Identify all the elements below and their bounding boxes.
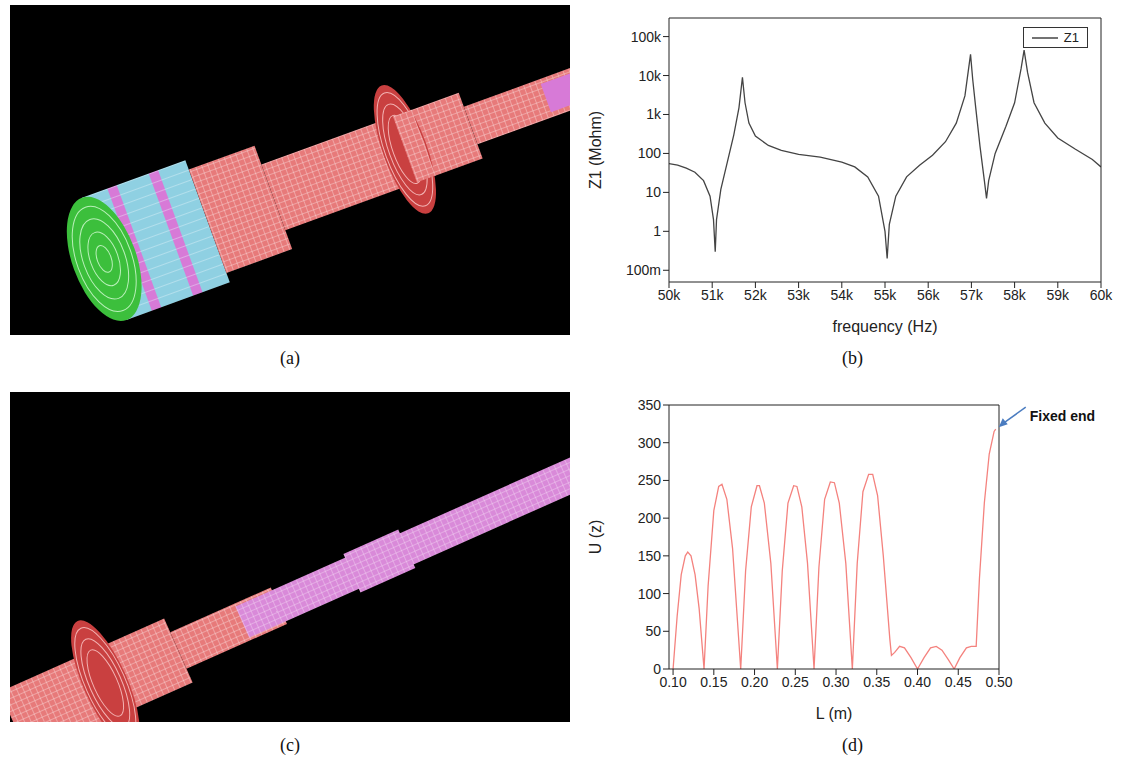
svg-text:10k: 10k [638, 68, 662, 84]
svg-text:100m: 100m [626, 262, 661, 278]
svg-text:55k: 55k [874, 287, 898, 303]
svg-text:0.35: 0.35 [863, 674, 890, 690]
svg-text:100: 100 [638, 586, 662, 602]
svg-text:0.25: 0.25 [782, 674, 809, 690]
svg-text:L (m): L (m) [816, 705, 853, 722]
svg-text:57k: 57k [960, 287, 984, 303]
svg-text:200: 200 [638, 510, 662, 526]
svg-text:300: 300 [638, 435, 662, 451]
svg-text:60k: 60k [1090, 287, 1114, 303]
svg-text:0.50: 0.50 [985, 674, 1012, 690]
svg-text:U (z): U (z) [587, 520, 604, 555]
svg-text:0.15: 0.15 [700, 674, 727, 690]
svg-text:150: 150 [638, 548, 662, 564]
svg-text:59k: 59k [1047, 287, 1071, 303]
svg-text:56k: 56k [917, 287, 941, 303]
svg-text:50k: 50k [658, 287, 682, 303]
html-text:(c): (c) [280, 735, 300, 755]
svg-text:0.45: 0.45 [945, 674, 972, 690]
svg-text:10: 10 [645, 184, 661, 200]
svg-text:58k: 58k [1003, 287, 1027, 303]
svg-text:frequency (Hz): frequency (Hz) [833, 318, 938, 335]
svg-text:0.20: 0.20 [741, 674, 768, 690]
svg-text:350: 350 [638, 397, 662, 413]
svg-text:54k: 54k [831, 287, 855, 303]
svg-text:100k: 100k [631, 29, 662, 45]
svg-text:0: 0 [653, 661, 661, 677]
html-text:Z1: Z1 [1063, 30, 1079, 45]
svg-text:Z1 (Mohm): Z1 (Mohm) [587, 111, 604, 189]
svg-text:51k: 51k [701, 287, 725, 303]
svg-text:250: 250 [638, 472, 662, 488]
svg-text:53k: 53k [787, 287, 811, 303]
svg-text:52k: 52k [744, 287, 768, 303]
svg-text:0.10: 0.10 [659, 674, 686, 690]
svg-text:0.30: 0.30 [822, 674, 849, 690]
svg-text:100: 100 [638, 145, 662, 161]
html-text:(d): (d) [842, 735, 863, 755]
svg-text:0.40: 0.40 [904, 674, 931, 690]
html-text:(b): (b) [842, 348, 863, 368]
svg-text:1k: 1k [646, 106, 662, 122]
html-text:(a): (a) [280, 348, 300, 368]
svg-text:Fixed end: Fixed end [1030, 408, 1095, 424]
svg-text:1: 1 [653, 223, 661, 239]
svg-text:50: 50 [645, 623, 661, 639]
